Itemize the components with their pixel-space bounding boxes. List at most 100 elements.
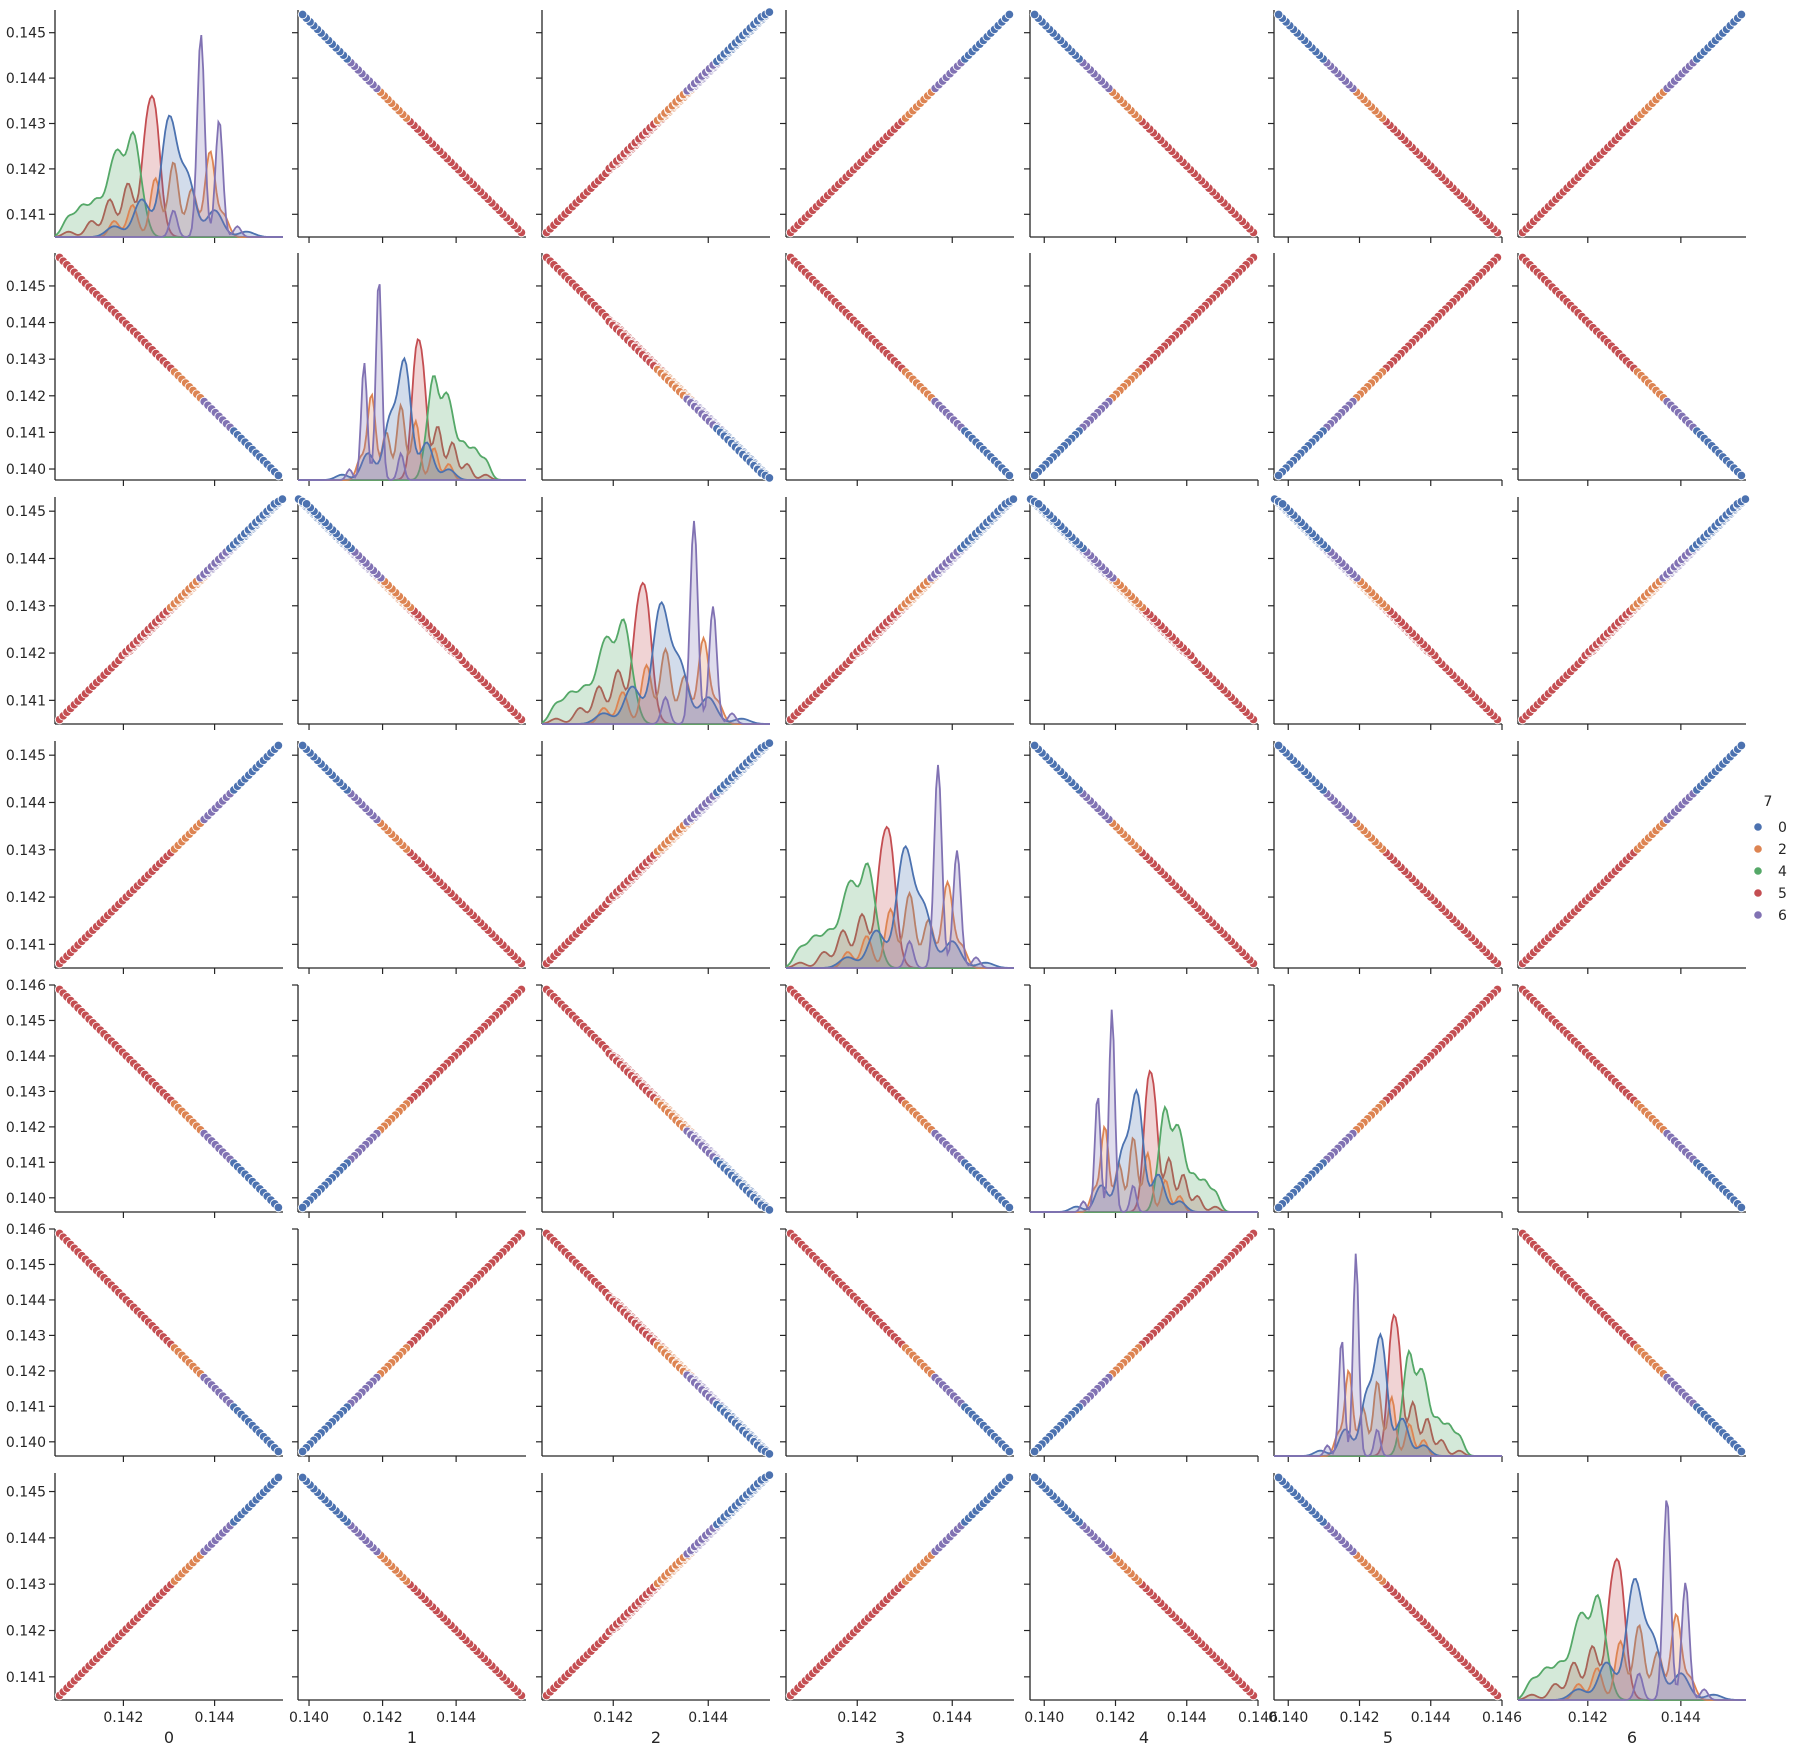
pairplot-cells: 0.141 0.142 0.143 0.144 0.145 0.140 0.141 0.142…	[6, 7, 1751, 1747]
scatter-point-0	[273, 1446, 284, 1457]
scatter-point-0	[1273, 470, 1284, 481]
y-tick-label: 0.146	[6, 1222, 46, 1238]
kde-line-6	[298, 284, 526, 481]
x-axis-title: 4	[1139, 1728, 1149, 1747]
x-tick-label: 0.142	[593, 1710, 633, 1726]
y-tick-label: 0.145	[6, 1485, 46, 1501]
scatter-point-0	[297, 1472, 308, 1483]
pairplot-cell-5-0: 0.140 0.141 0.142 0.143 0.144 0.145 0.146	[6, 1222, 284, 1462]
legend-title: 7	[1764, 794, 1773, 810]
x-axis-title: 5	[1383, 1728, 1393, 1747]
scatter-point-0	[277, 494, 288, 504]
scatter-point-0	[1736, 9, 1747, 20]
y-tick-label: 0.144	[6, 1049, 46, 1065]
scatter-point-0	[297, 740, 308, 751]
pairplot-cell-2-6	[1512, 494, 1751, 730]
legend-label-4: 4	[1778, 864, 1787, 880]
y-tick-label: 0.141	[6, 1399, 46, 1415]
y-tick-label: 0.141	[6, 207, 46, 223]
scatter-point-0	[764, 738, 775, 748]
pairplot-cell-5-6	[1512, 1228, 1747, 1462]
scatter-point-0	[1273, 740, 1284, 751]
pairplot-cell-3-4	[1024, 740, 1259, 974]
pairplot-cell-4-3	[780, 984, 1015, 1218]
y-tick-label: 0.145	[6, 26, 46, 42]
scatter-point-0	[1004, 1446, 1015, 1457]
y-tick-label: 0.144	[6, 316, 46, 332]
pairplot-cell-2-4	[1024, 494, 1259, 730]
pairplot-cell-6-1: 0.140 0.142 0.144 1	[289, 1472, 527, 1747]
legend-items: 0 2 4 5 6	[1753, 820, 1787, 924]
pairplot-cell-4-0: 0.140 0.141 0.142 0.143 0.144 0.145 0.146	[6, 978, 284, 1218]
pairplot-cell-1-2	[536, 252, 775, 486]
x-tick-label: 0.146	[1482, 1710, 1522, 1726]
pairplot-cell-6-5: 0.140 0.142 0.144 0.146 5	[1268, 1472, 1522, 1747]
scatter-point-0	[1029, 470, 1040, 481]
kde-fill-4	[55, 132, 283, 237]
pairplot-cell-3-3	[780, 741, 1014, 974]
x-tick-label: 0.144	[195, 1710, 235, 1726]
pairplot-cell-1-4	[1024, 252, 1259, 486]
y-tick-label: 0.141	[6, 425, 46, 441]
y-tick-label: 0.142	[6, 162, 46, 178]
pairplot-cell-4-6	[1512, 984, 1747, 1218]
y-tick-label: 0.141	[6, 693, 46, 709]
pairplot-cell-4-2	[536, 984, 775, 1218]
y-tick-label: 0.141	[6, 937, 46, 953]
scatter-point-0	[1029, 9, 1040, 20]
scatter-point-0	[1273, 1202, 1284, 1213]
pairplot-cell-1-3	[780, 252, 1015, 486]
legend-marker-6	[1753, 910, 1763, 920]
scatter-point-0	[301, 499, 312, 509]
pairplot-cell-3-0: 0.141 0.142 0.143 0.144 0.145	[6, 740, 284, 974]
scatter-point-0	[273, 1202, 284, 1213]
kde-fill-4	[542, 619, 770, 724]
scatter-point-0	[273, 740, 284, 751]
pairplot-cell-2-3	[780, 494, 1019, 730]
pairplot-cell-0-3	[780, 9, 1015, 243]
y-tick-label: 0.143	[6, 1577, 46, 1593]
scatter-point-0	[1273, 1472, 1284, 1483]
x-tick-label: 0.142	[103, 1710, 143, 1726]
x-axis-title: 1	[407, 1728, 417, 1747]
pairplot-cell-6-2: 0.142 0.144 2	[536, 1470, 775, 1747]
scatter-point-0	[1277, 499, 1288, 509]
legend-marker-2	[1753, 844, 1763, 854]
pairplot-cell-1-0: 0.140 0.141 0.142 0.143 0.144 0.145	[6, 252, 284, 486]
y-tick-label: 0.143	[6, 1084, 46, 1100]
y-tick-label: 0.144	[6, 551, 46, 567]
legend-marker-4	[1753, 866, 1763, 876]
pairplot-cell-1-5	[1268, 252, 1503, 486]
x-tick-label: 0.140	[1268, 1710, 1308, 1726]
kde-line-6	[55, 34, 283, 238]
scatter-point-0	[1029, 1446, 1040, 1457]
pairplot-cell-3-5	[1268, 740, 1503, 974]
pairplot-cell-4-4	[1024, 984, 1259, 1218]
pairplot-cell-5-2	[536, 1228, 775, 1462]
scatter-point-0	[273, 1472, 284, 1483]
scatter-point-0	[1736, 470, 1747, 481]
scatter-point-0	[1740, 494, 1751, 504]
kde-fill-0	[542, 602, 770, 724]
x-axis-title: 3	[895, 1728, 905, 1747]
pairplot-cell-2-2	[536, 497, 770, 730]
y-tick-label: 0.143	[6, 599, 46, 615]
x-tick-label: 0.144	[1167, 1710, 1207, 1726]
legend-label-5: 5	[1778, 886, 1787, 902]
pairplot-cell-6-6: 0.142 0.144 6	[1512, 1473, 1746, 1747]
y-tick-label: 0.142	[6, 1120, 46, 1136]
pairplot-cell-2-1	[292, 494, 527, 730]
pairplot-cell-0-4	[1024, 9, 1259, 243]
pairplot-cell-4-1	[292, 984, 527, 1218]
y-tick-label: 0.140	[6, 462, 46, 478]
pairplot-cell-5-1	[292, 1228, 527, 1462]
x-tick-label: 0.142	[363, 1710, 403, 1726]
y-tick-label: 0.144	[6, 1531, 46, 1547]
pairplot-cell-5-4	[1024, 1228, 1259, 1462]
scatter-point-0	[1004, 1472, 1015, 1483]
pairplot-cell-2-5	[1268, 494, 1503, 730]
y-tick-label: 0.142	[6, 389, 46, 405]
x-tick-label: 0.142	[1339, 1710, 1379, 1726]
pairplot-cell-5-3	[780, 1228, 1015, 1462]
